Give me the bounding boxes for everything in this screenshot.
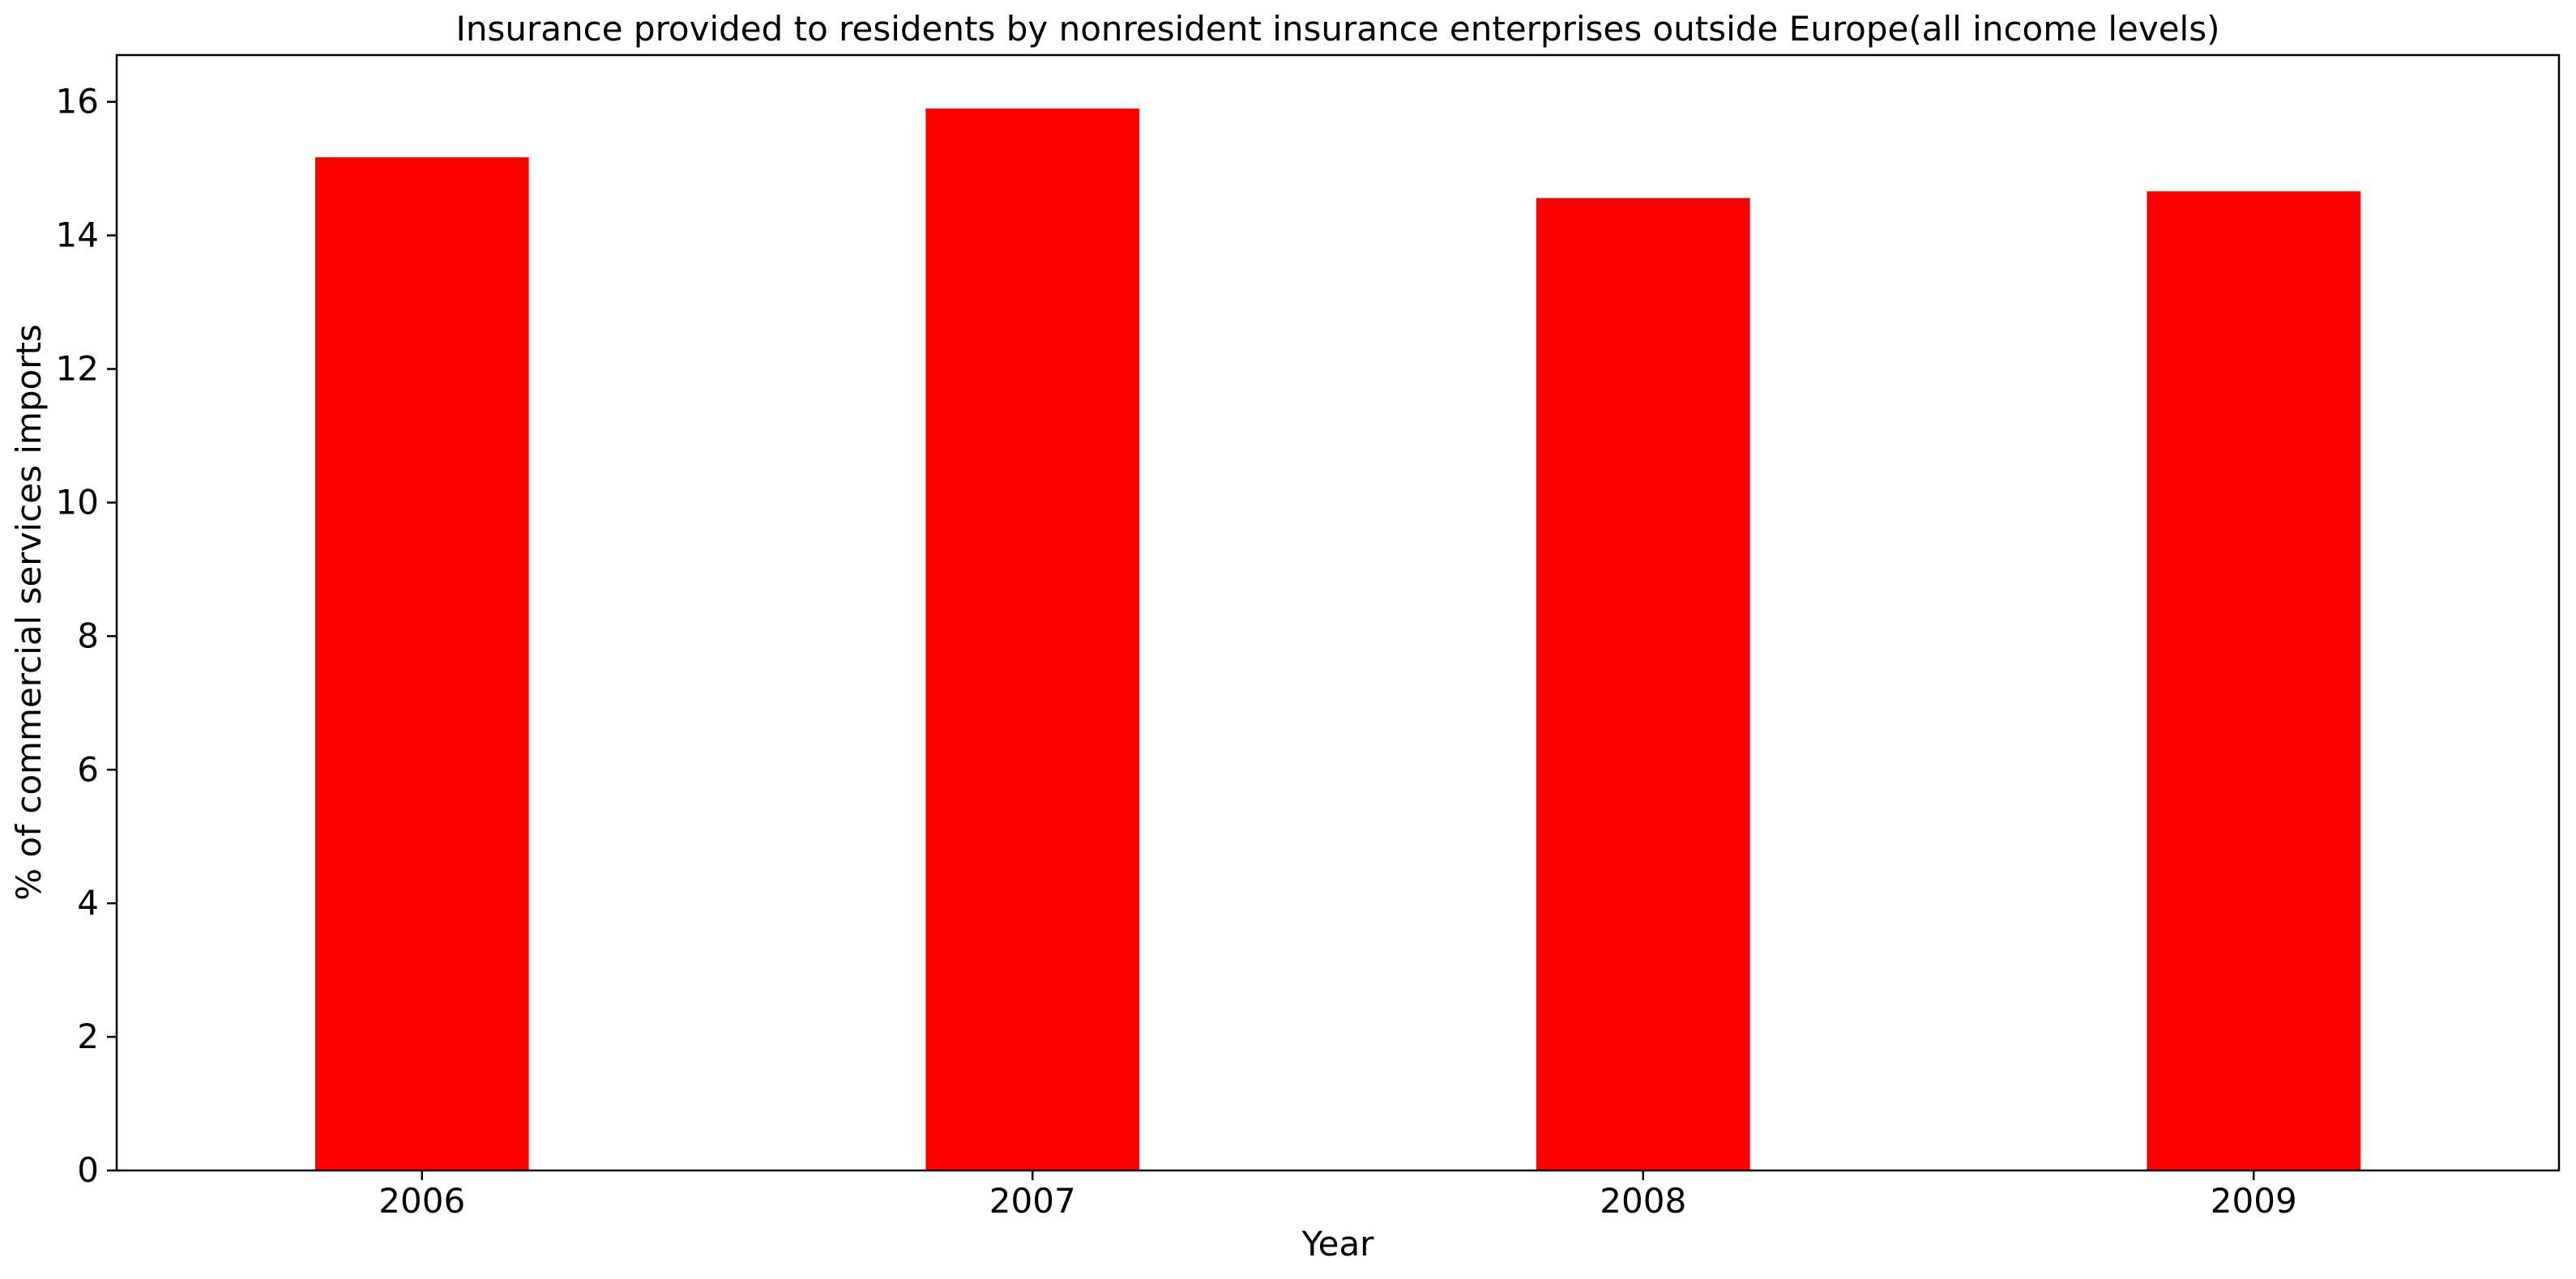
y-axis-ticks: 0 2 4 6 8 10 12 14 16 xyxy=(56,82,117,1190)
x-tick-label: 2009 xyxy=(2211,1181,2297,1221)
y-tick-label: 10 xyxy=(56,482,99,522)
chart-title: Insurance provided to residents by nonre… xyxy=(456,9,2220,49)
x-tick-label: 2008 xyxy=(1600,1181,1686,1221)
bar-2008 xyxy=(1536,198,1750,1171)
y-tick-label: 12 xyxy=(56,349,99,389)
y-axis-label: % of commercial services imports xyxy=(9,324,49,901)
y-tick-label: 2 xyxy=(77,1017,99,1056)
y-tick-label: 4 xyxy=(77,883,99,923)
bar-2006 xyxy=(314,157,529,1171)
y-tick-label: 6 xyxy=(77,749,99,789)
y-tick-label: 0 xyxy=(77,1150,99,1190)
plot-frame xyxy=(115,53,2561,1172)
x-axis-ticks: 2006 2007 2008 2009 xyxy=(378,1170,2297,1221)
bar-2009 xyxy=(2147,191,2361,1171)
y-tick-label: 16 xyxy=(56,82,99,122)
bar-2007 xyxy=(925,108,1140,1170)
y-tick-label: 14 xyxy=(56,215,99,255)
y-tick-label: 8 xyxy=(77,616,99,655)
x-tick-label: 2006 xyxy=(378,1181,465,1221)
bars-group xyxy=(314,108,2361,1171)
x-axis-label: Year xyxy=(1301,1224,1375,1264)
x-tick-label: 2007 xyxy=(989,1181,1076,1221)
